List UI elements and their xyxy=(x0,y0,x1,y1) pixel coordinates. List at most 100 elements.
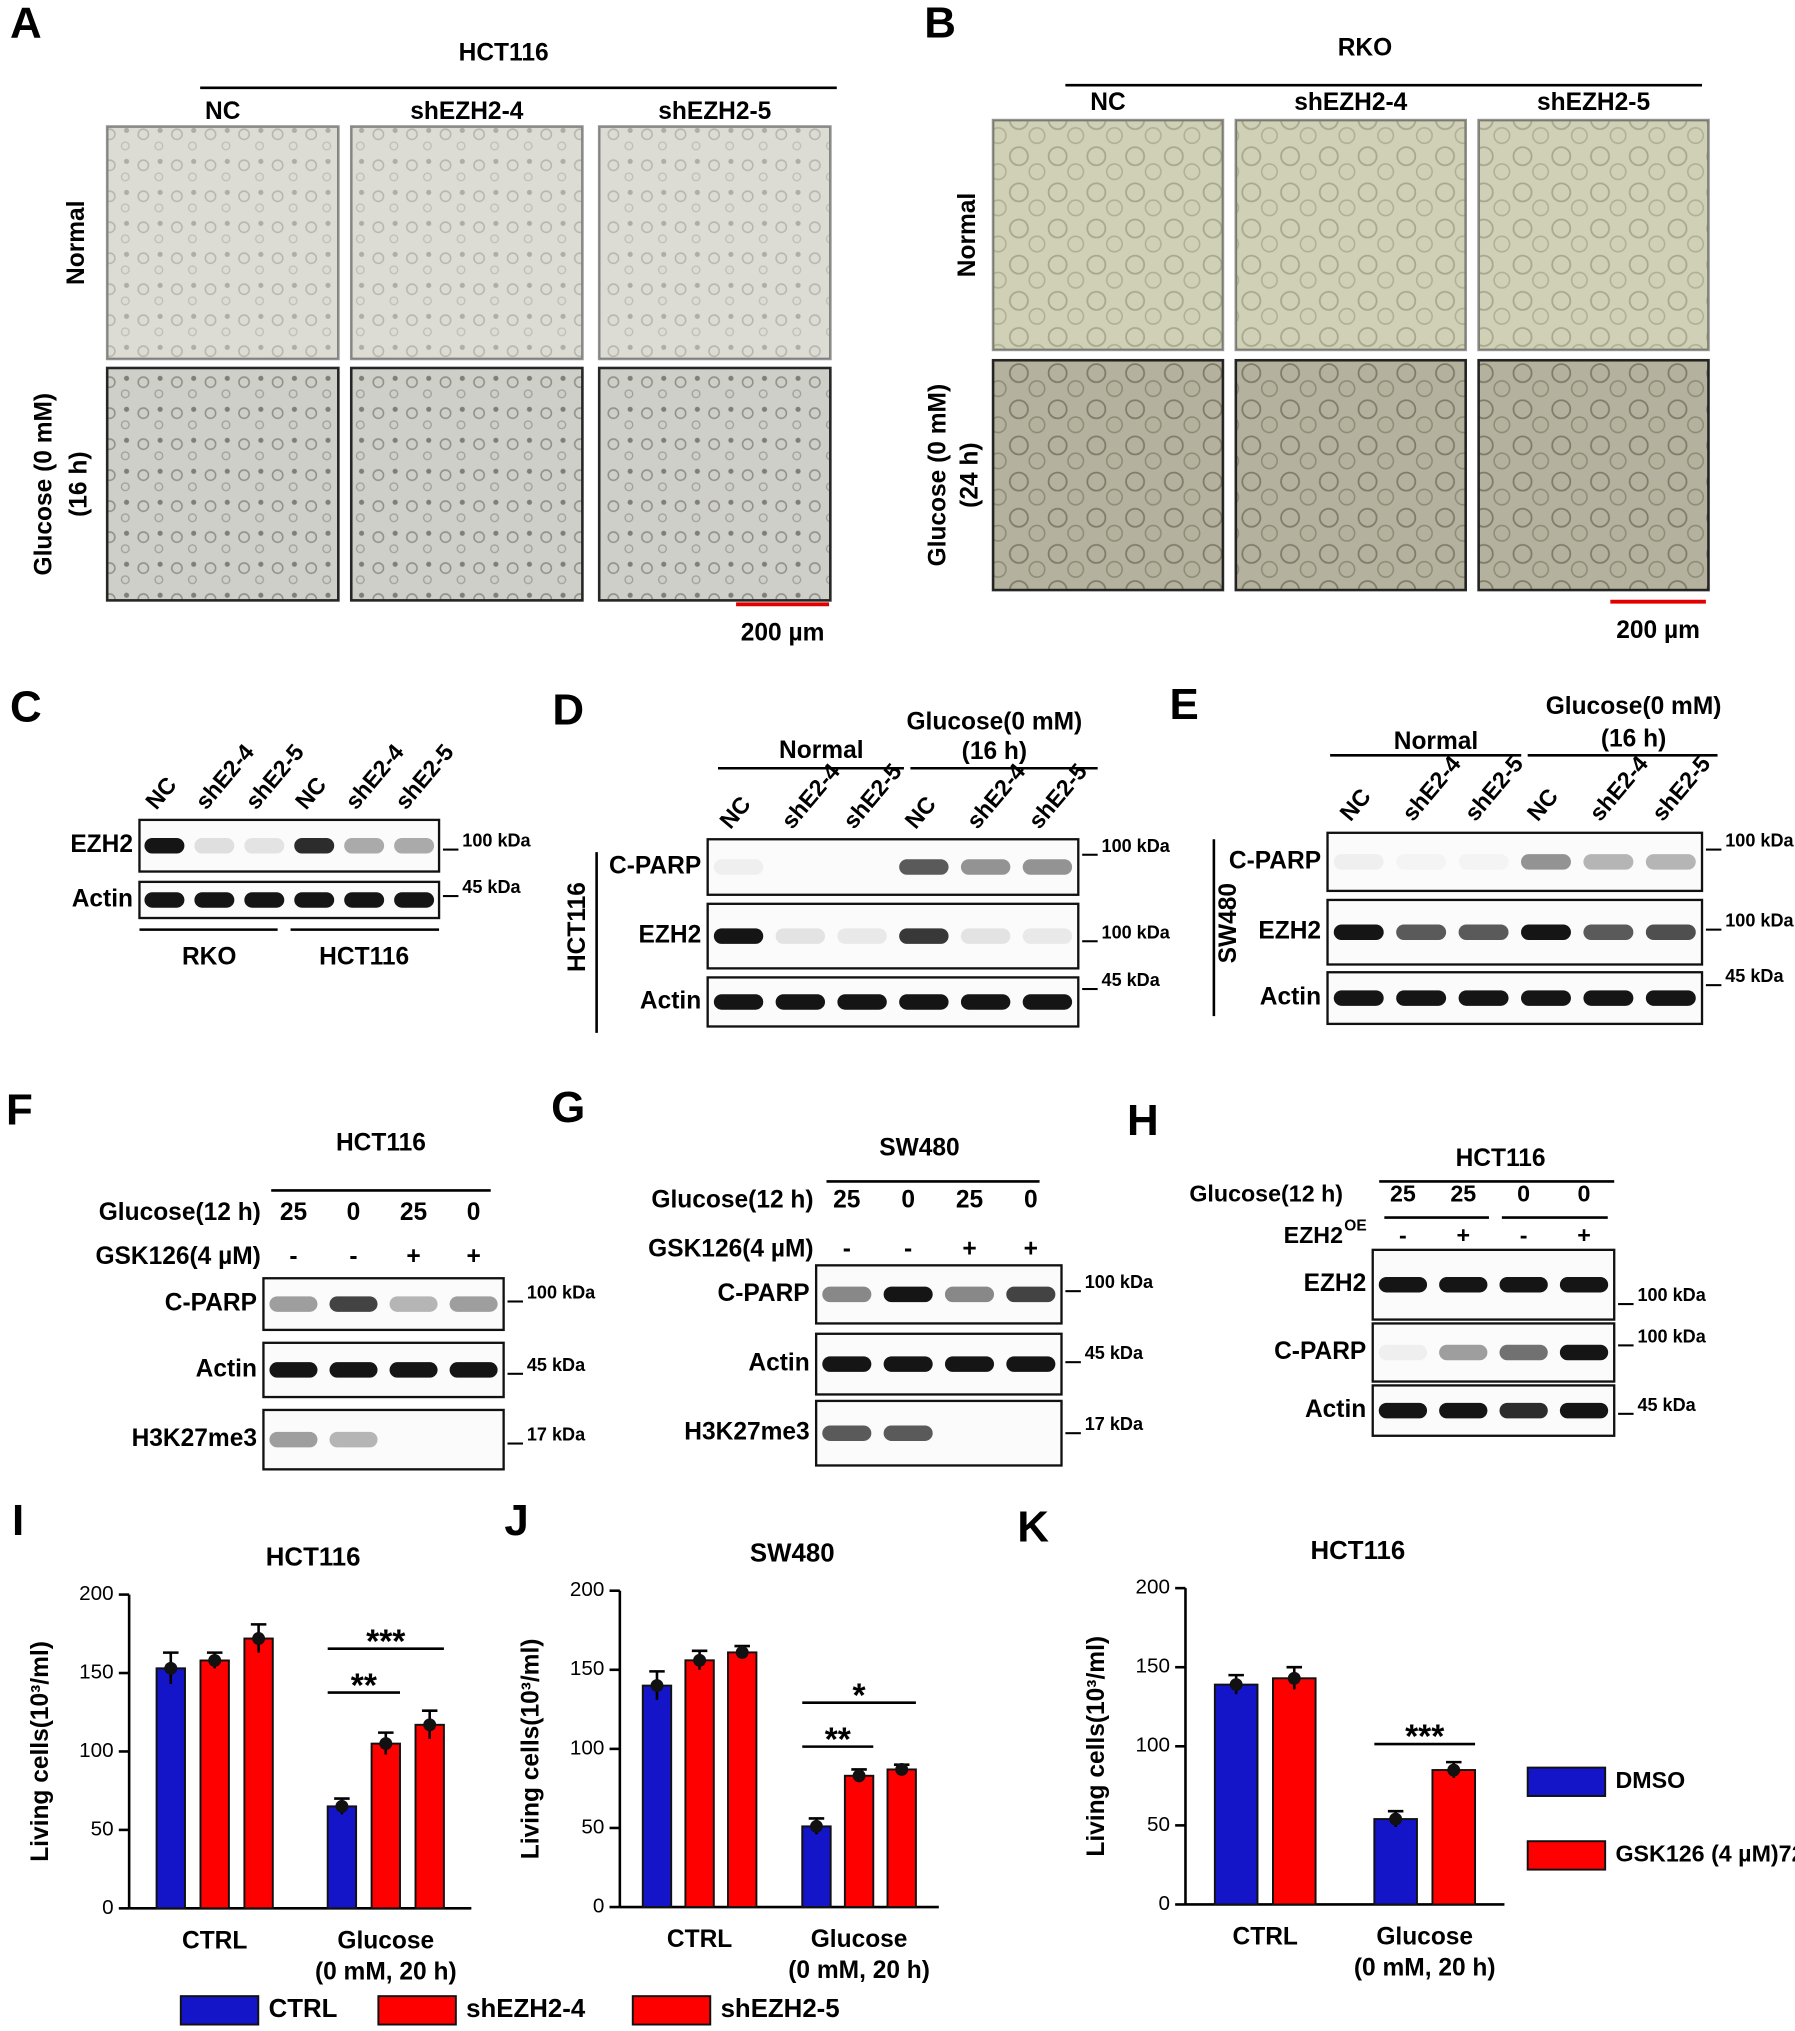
band xyxy=(944,1356,995,1372)
group-time: (16 h) xyxy=(962,738,1027,765)
condition-value: 0 xyxy=(1024,1186,1038,1213)
marker-label: 45 kDa xyxy=(462,877,521,897)
row-label: Glucose (0 mM) xyxy=(31,393,58,576)
condition-label: Glucose(12 h) xyxy=(651,1186,813,1213)
band xyxy=(269,1431,318,1448)
panel-letter: K xyxy=(1017,1503,1049,1552)
bar xyxy=(684,1659,715,1909)
replicate-mean xyxy=(735,1645,749,1659)
band xyxy=(294,892,335,908)
condition-value: + xyxy=(1456,1222,1470,1248)
band xyxy=(344,892,385,908)
blot-label: H3K27me3 xyxy=(684,1419,809,1446)
band xyxy=(883,1356,933,1372)
condition-superscript: OE xyxy=(1344,1218,1366,1235)
cell-line-header: HCT116 xyxy=(1456,1145,1546,1172)
band xyxy=(1499,1344,1548,1361)
y-axis-label: Living cells(10³/ml) xyxy=(27,1641,54,1862)
replicate-mean xyxy=(1229,1678,1243,1692)
replicate-mean xyxy=(423,1718,437,1732)
micrograph-texture xyxy=(105,125,340,361)
panel-letter: D xyxy=(552,685,584,734)
micrograph-texture xyxy=(1234,358,1467,592)
bar xyxy=(801,1825,832,1909)
band xyxy=(294,837,335,854)
band xyxy=(1333,854,1384,870)
y-tick-label: 50 xyxy=(91,1817,114,1840)
panel-letter: F xyxy=(6,1086,33,1135)
panel-letter: H xyxy=(1127,1096,1159,1145)
y-tick-label: 100 xyxy=(570,1736,604,1759)
cell-line-header: HCT116 xyxy=(459,40,549,67)
replicate-mean xyxy=(335,1799,349,1813)
bar xyxy=(326,1805,358,1910)
marker-label: 100 kDa xyxy=(1102,836,1171,856)
band xyxy=(1458,990,1509,1006)
y-tick-label: 200 xyxy=(1136,1576,1170,1599)
y-tick-label: 0 xyxy=(1158,1892,1170,1915)
bar xyxy=(243,1637,274,1910)
bar xyxy=(843,1774,875,1909)
band xyxy=(713,859,764,875)
band xyxy=(837,994,887,1010)
condition-label: Glucose(12 h) xyxy=(99,1199,261,1226)
replicate-mean xyxy=(895,1762,909,1776)
blot-label: C-PARP xyxy=(165,1290,257,1317)
band xyxy=(449,1296,498,1312)
band xyxy=(1559,1402,1609,1419)
lane-label: shE2-5 xyxy=(1023,758,1092,833)
x-tick-label: CTRL xyxy=(1233,1924,1298,1951)
panel-letter: I xyxy=(12,1496,24,1545)
marker-label: 100 kDa xyxy=(1637,1285,1706,1305)
blot-label: Actin xyxy=(1305,1396,1366,1423)
lane-label: NC xyxy=(1522,783,1564,826)
scale-bar-label: 200 µm xyxy=(741,619,825,646)
legend-label: GSK126 (4 µM)72 h xyxy=(1616,1841,1795,1867)
y-tick-label: 50 xyxy=(581,1815,604,1838)
band xyxy=(1645,924,1696,940)
legend-swatch xyxy=(377,1995,457,2026)
condition-value: 25 xyxy=(956,1186,983,1213)
micrograph-texture xyxy=(349,366,584,602)
replicate-mean xyxy=(852,1769,866,1783)
micrograph-texture xyxy=(1477,118,1710,352)
micrograph-texture xyxy=(1477,358,1710,592)
band xyxy=(1439,1344,1488,1361)
replicate-mean xyxy=(164,1661,178,1675)
band xyxy=(899,928,949,944)
column-label: NC xyxy=(1090,89,1126,116)
band xyxy=(1396,990,1447,1006)
condition-value: - xyxy=(349,1243,357,1270)
condition-value: 0 xyxy=(901,1186,915,1213)
condition-value: 25 xyxy=(1390,1181,1416,1207)
condition-note: (0 mM, 20 h) xyxy=(1354,1955,1496,1982)
condition-value: 0 xyxy=(467,1199,481,1226)
significance-label: ** xyxy=(351,1667,378,1704)
lane-label: NC xyxy=(714,791,756,834)
y-tick-label: 0 xyxy=(102,1896,114,1919)
y-axis-label: Living cells(10³/ml) xyxy=(518,1639,545,1860)
y-tick-label: 150 xyxy=(79,1660,113,1683)
micrograph-texture xyxy=(597,125,832,361)
band xyxy=(1439,1276,1488,1293)
band xyxy=(713,994,764,1010)
bar xyxy=(199,1659,230,1910)
blot-label: EZH2 xyxy=(70,831,133,858)
blot-frame xyxy=(706,902,1080,970)
blot-frame xyxy=(138,880,441,920)
chart-title: HCT116 xyxy=(1311,1537,1406,1565)
condition-value: 0 xyxy=(1578,1181,1591,1207)
marker-label: 45 kDa xyxy=(527,1355,586,1375)
chart-title: SW480 xyxy=(750,1539,835,1567)
replicate-mean xyxy=(1389,1812,1403,1826)
condition-value: 0 xyxy=(347,1199,361,1226)
band xyxy=(144,892,185,908)
x-tick-label: CTRL xyxy=(182,1927,247,1954)
legend-swatch xyxy=(1526,1840,1607,1871)
replicate-mean xyxy=(252,1632,266,1645)
legend-label: CTRL xyxy=(269,1995,338,2023)
group-label: Glucose(0 mM) xyxy=(1546,693,1722,720)
group-label: HCT116 xyxy=(319,944,409,971)
band xyxy=(1022,994,1073,1010)
micrograph-texture xyxy=(597,366,832,602)
